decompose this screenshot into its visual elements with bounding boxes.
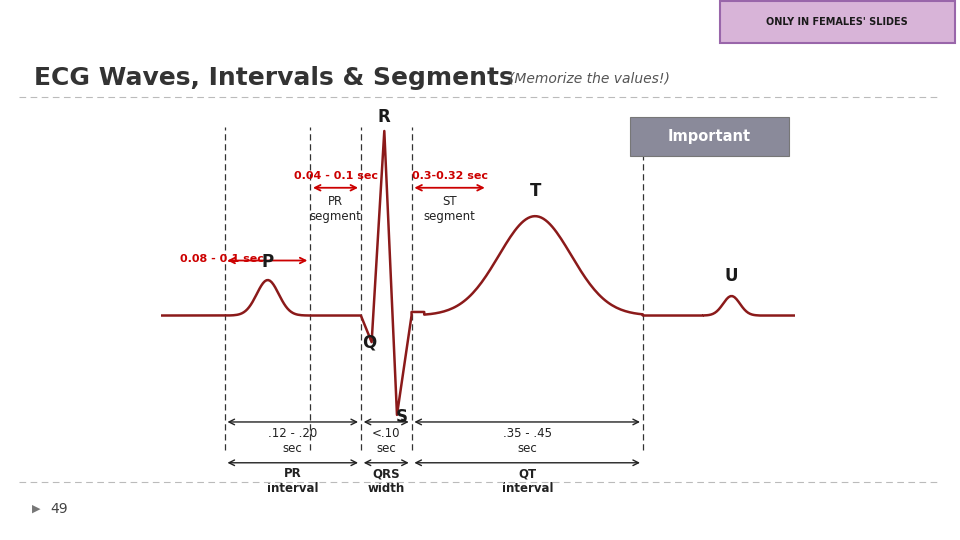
Text: Q: Q xyxy=(362,333,376,351)
Text: ▶: ▶ xyxy=(32,504,40,514)
Text: P: P xyxy=(262,253,274,271)
Text: (Memorize the values!): (Memorize the values!) xyxy=(509,71,670,85)
Text: .35 - .45
sec: .35 - .45 sec xyxy=(503,427,552,455)
Text: 0.3-0.32 sec: 0.3-0.32 sec xyxy=(412,171,488,181)
Text: T: T xyxy=(529,182,540,200)
Text: R: R xyxy=(378,107,391,126)
Text: ONLY IN FEMALES' SLIDES: ONLY IN FEMALES' SLIDES xyxy=(766,17,908,27)
Text: <.10
sec: <.10 sec xyxy=(372,427,400,455)
Text: S: S xyxy=(396,408,408,426)
Text: PR
interval: PR interval xyxy=(267,467,319,495)
Text: ECG Waves, Intervals & Segments: ECG Waves, Intervals & Segments xyxy=(34,66,514,90)
Text: 49: 49 xyxy=(50,502,67,516)
Text: Important: Important xyxy=(668,129,751,144)
Text: PR
segment: PR segment xyxy=(309,195,362,223)
Text: 0.04 - 0.1 sec: 0.04 - 0.1 sec xyxy=(294,171,377,181)
Text: .12 - .20
sec: .12 - .20 sec xyxy=(268,427,318,455)
Text: U: U xyxy=(725,267,738,285)
Text: ST
segment: ST segment xyxy=(423,195,475,223)
Text: QT
interval: QT interval xyxy=(502,467,553,495)
Text: QRS
width: QRS width xyxy=(368,467,405,495)
Text: 0.08 - 0.1 sec: 0.08 - 0.1 sec xyxy=(180,254,264,264)
FancyBboxPatch shape xyxy=(630,117,788,156)
